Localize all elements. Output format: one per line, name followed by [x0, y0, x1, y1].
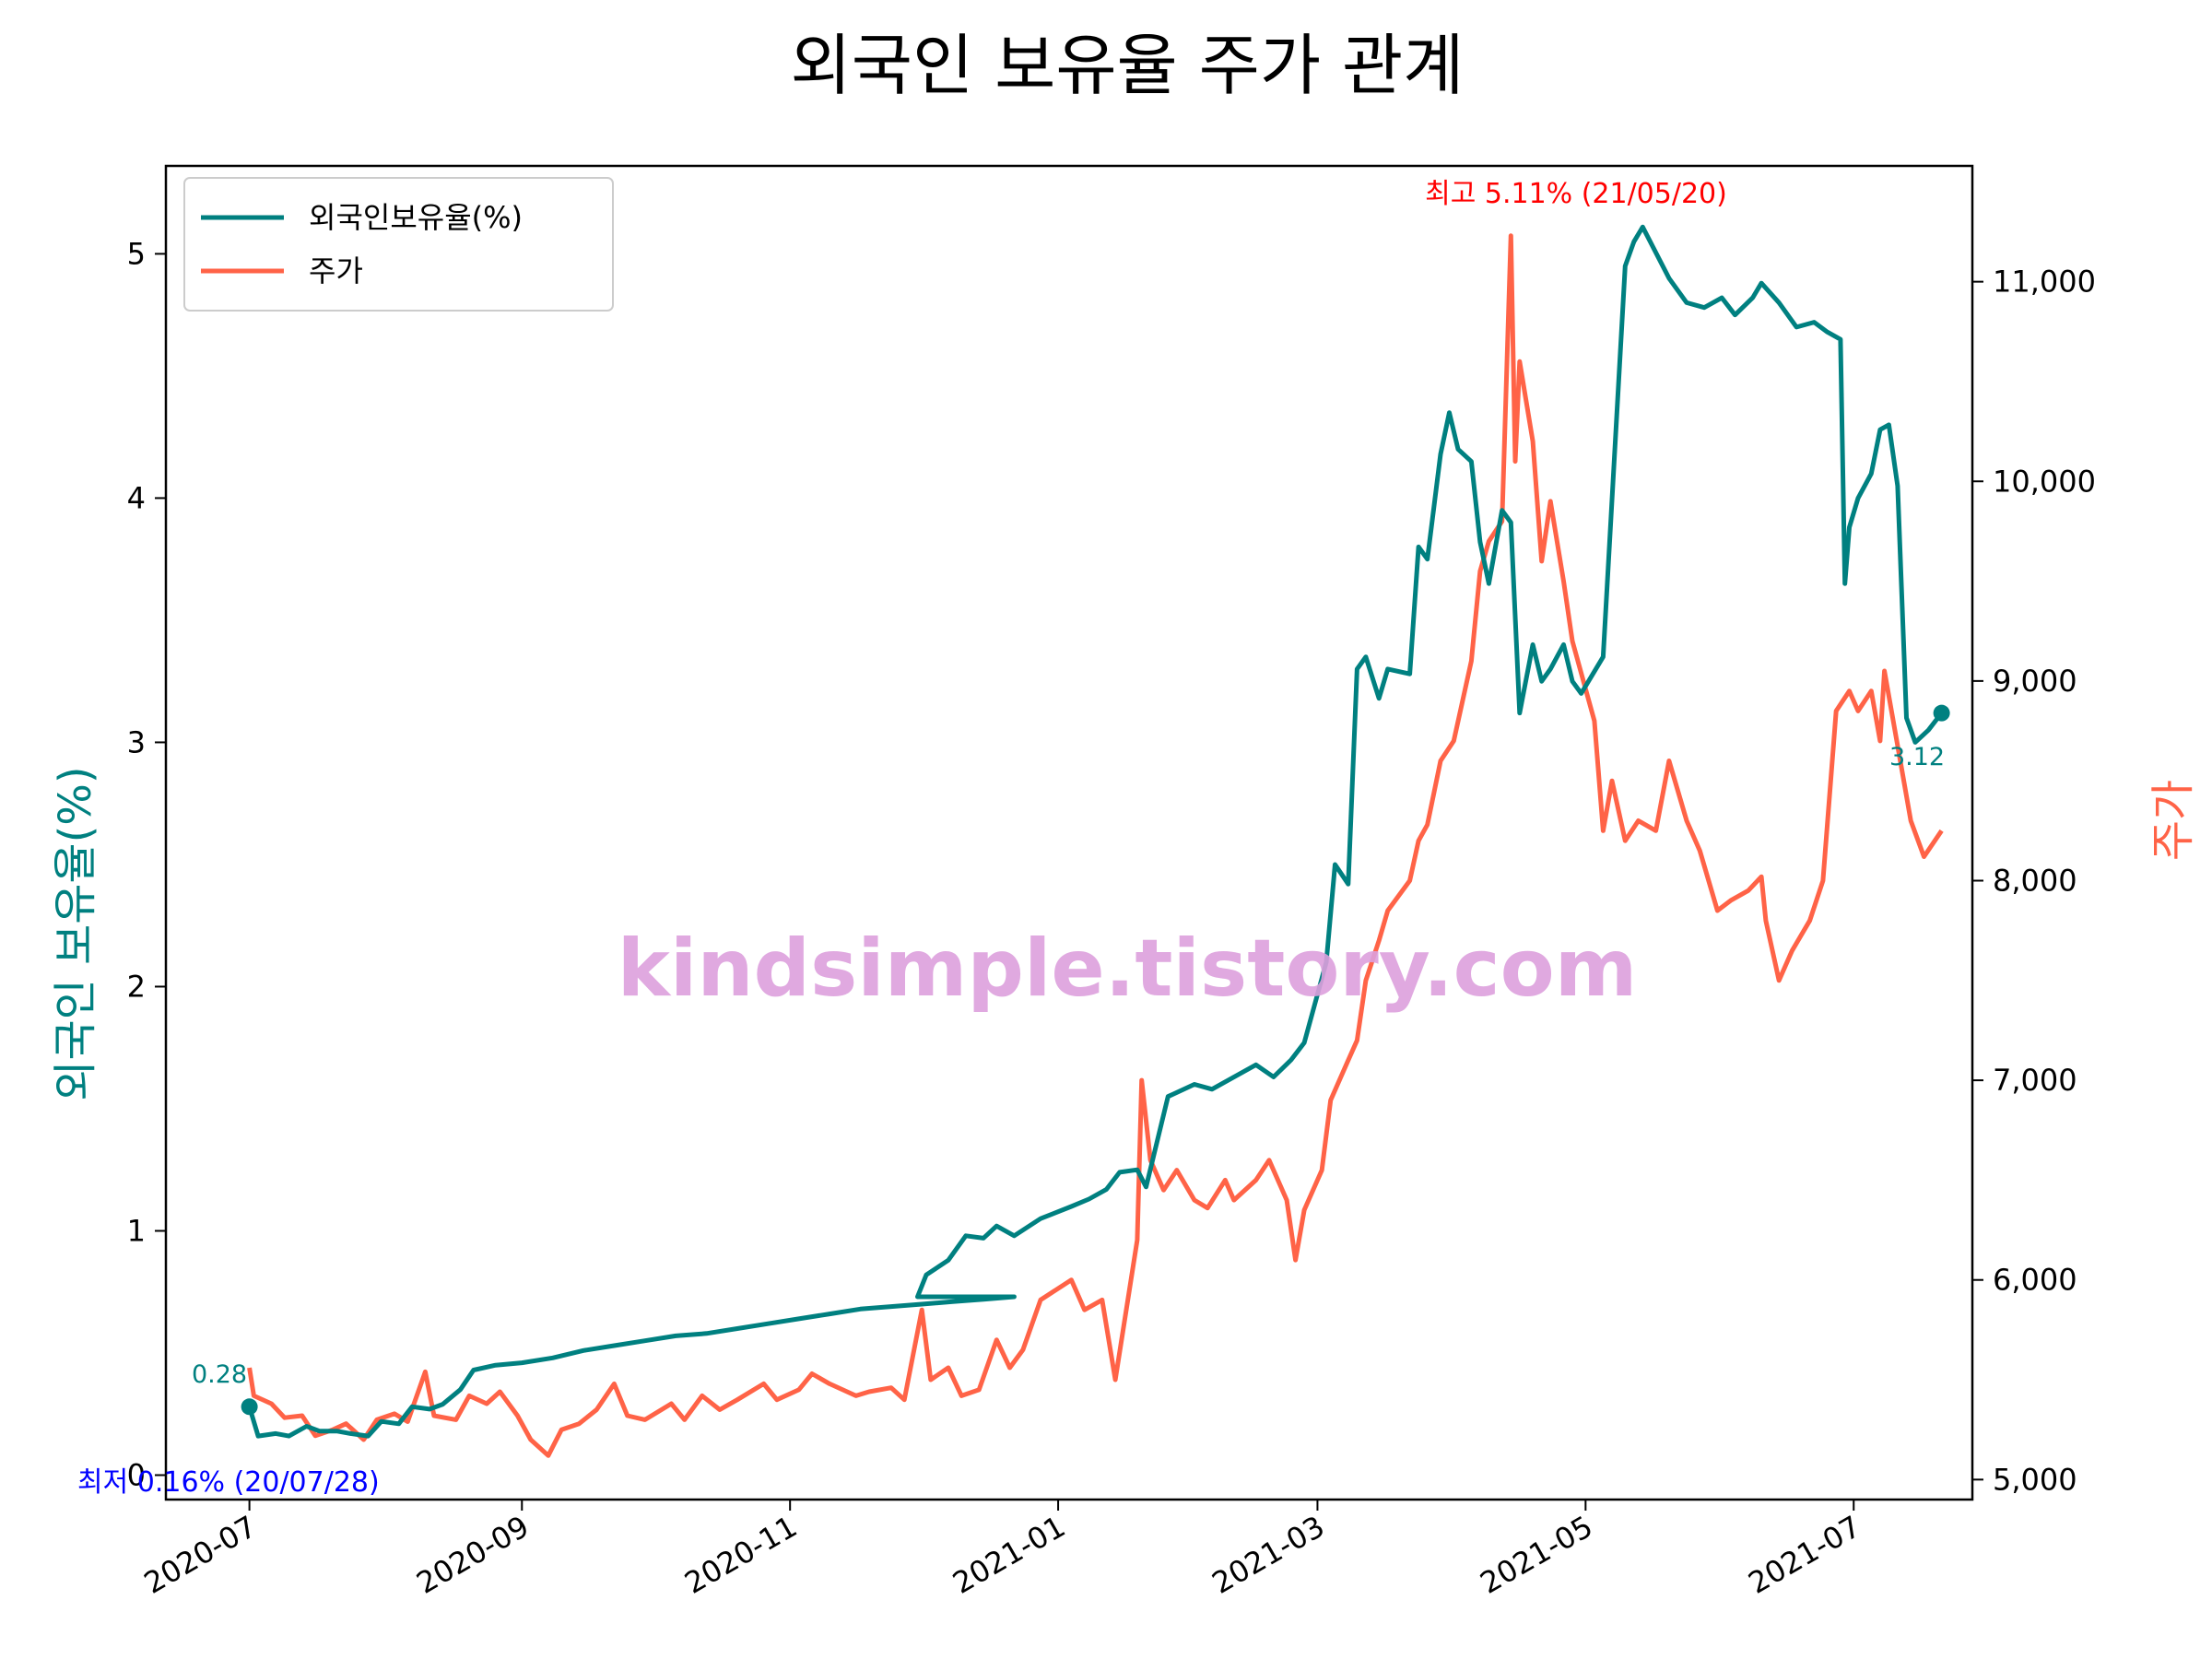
- end-value-label: 3.12: [1889, 743, 1945, 771]
- right-tick-label: 9,000: [1993, 664, 2077, 699]
- right-tick-label: 7,000: [1993, 1063, 2077, 1098]
- left-tick-label: 1: [127, 1213, 146, 1248]
- start-value-label: 0.28: [192, 1360, 247, 1389]
- legend-price-label: 주가: [309, 253, 363, 288]
- chart-title: 외국인 보유율 주가 관계: [790, 27, 1464, 104]
- right-y-axis-label: 주가: [2147, 780, 2199, 861]
- max-annotation: 최고 5.11% (21/05/20): [1425, 178, 1727, 210]
- legend-box: [183, 177, 614, 312]
- plot-frame: [164, 164, 1974, 1501]
- right-tick-label: 8,000: [1993, 863, 2077, 898]
- left-y-axis-label: 외국인 보유율(%): [50, 766, 101, 1100]
- right-tick-label: 10,000: [1993, 464, 2096, 499]
- right-tick-label: 5,000: [1993, 1462, 2077, 1497]
- price-line: [247, 233, 1944, 1458]
- legend-ratio-label: 외국인보유율(%): [309, 200, 523, 235]
- right-tick-label: 11,000: [1993, 265, 2096, 300]
- series-layer: [241, 224, 1950, 1458]
- right-tick-label: 6,000: [1993, 1263, 2077, 1298]
- left-tick-label: 0: [127, 1457, 146, 1492]
- left-tick-label: 4: [127, 480, 146, 515]
- ratio-line: [247, 224, 1944, 1439]
- left-tick-label: 3: [127, 724, 146, 759]
- left-tick-label: 2: [127, 969, 146, 1004]
- legend: 외국인보유율(%) 주가: [183, 177, 614, 312]
- min-annotation: 최저 0.16% (20/07/28): [77, 1466, 380, 1499]
- end-point-marker: [1933, 704, 1950, 722]
- watermark: kindsimple.tistory.com: [618, 923, 1638, 1015]
- left-tick-label: 5: [127, 236, 146, 271]
- start-point-marker: [241, 1398, 258, 1416]
